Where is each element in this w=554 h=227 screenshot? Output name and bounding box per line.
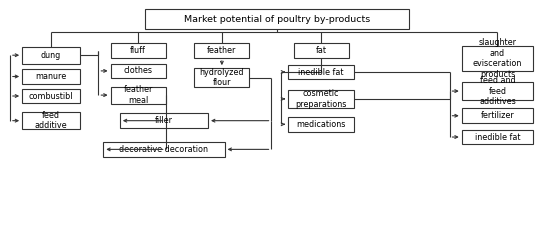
Text: clothes: clothes bbox=[124, 67, 152, 75]
Text: fluff: fluff bbox=[130, 46, 146, 55]
Text: fat: fat bbox=[316, 46, 327, 55]
Text: inedible fat: inedible fat bbox=[475, 133, 520, 142]
FancyBboxPatch shape bbox=[22, 112, 80, 129]
FancyBboxPatch shape bbox=[111, 43, 166, 58]
Text: fertilizer: fertilizer bbox=[481, 111, 514, 120]
Text: feed
additive: feed additive bbox=[35, 111, 68, 130]
Text: filler: filler bbox=[155, 116, 173, 125]
Text: medications: medications bbox=[296, 120, 346, 129]
FancyBboxPatch shape bbox=[120, 114, 208, 128]
FancyBboxPatch shape bbox=[145, 9, 409, 30]
Text: hydrolyzed
flour: hydrolyzed flour bbox=[199, 68, 244, 87]
Text: dung: dung bbox=[41, 51, 61, 60]
FancyBboxPatch shape bbox=[111, 87, 166, 104]
Text: Market potential of poultry by-products: Market potential of poultry by-products bbox=[184, 15, 370, 24]
Text: feed and
feed
additives: feed and feed additives bbox=[479, 76, 516, 106]
Text: manure: manure bbox=[35, 72, 66, 81]
Text: slaughter
and
evisceration
products: slaughter and evisceration products bbox=[473, 38, 522, 79]
FancyBboxPatch shape bbox=[22, 89, 80, 103]
FancyBboxPatch shape bbox=[111, 64, 166, 78]
FancyBboxPatch shape bbox=[461, 109, 534, 123]
Text: cosmetic
preparations: cosmetic preparations bbox=[295, 89, 347, 109]
FancyBboxPatch shape bbox=[194, 68, 249, 87]
Text: feather
meal: feather meal bbox=[124, 85, 153, 105]
FancyBboxPatch shape bbox=[288, 65, 354, 79]
FancyBboxPatch shape bbox=[461, 82, 534, 100]
Text: decorative decoration: decorative decoration bbox=[120, 145, 208, 154]
FancyBboxPatch shape bbox=[104, 142, 224, 157]
FancyBboxPatch shape bbox=[194, 43, 249, 58]
FancyBboxPatch shape bbox=[461, 46, 534, 71]
Text: combustibl: combustibl bbox=[29, 91, 73, 101]
Text: inedible fat: inedible fat bbox=[299, 67, 344, 76]
FancyBboxPatch shape bbox=[22, 47, 80, 64]
FancyBboxPatch shape bbox=[288, 90, 354, 108]
FancyBboxPatch shape bbox=[461, 130, 534, 144]
FancyBboxPatch shape bbox=[22, 69, 80, 84]
Text: feather: feather bbox=[207, 46, 237, 55]
FancyBboxPatch shape bbox=[294, 43, 348, 58]
FancyBboxPatch shape bbox=[288, 117, 354, 132]
